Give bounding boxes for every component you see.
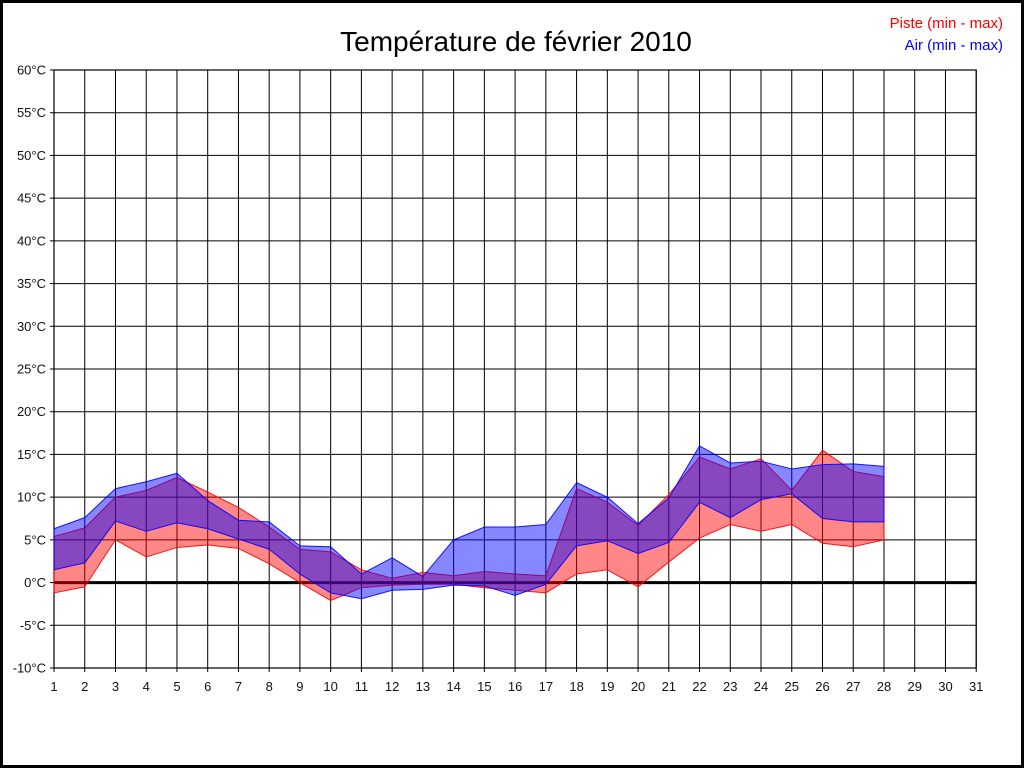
legend-item-air: Air (min - max) xyxy=(905,37,1003,54)
chart-title: Température de février 2010 xyxy=(340,26,692,57)
x-tick-label: 2 xyxy=(81,679,88,694)
x-tick-label: 9 xyxy=(296,679,303,694)
x-tick-label: 11 xyxy=(355,679,369,694)
y-tick-label: 60°C xyxy=(17,63,46,78)
y-tick-label: -5°C xyxy=(20,618,46,633)
x-tick-label: 16 xyxy=(508,679,522,694)
x-tick-label: 7 xyxy=(235,679,242,694)
x-tick-label: 31 xyxy=(969,679,983,694)
y-tick-label: -10°C xyxy=(13,661,46,676)
y-tick-label: 0°C xyxy=(24,575,46,590)
x-tick-label: 18 xyxy=(569,679,583,694)
x-tick-label: 10 xyxy=(323,679,337,694)
x-tick-label: 1 xyxy=(50,679,57,694)
x-tick-label: 30 xyxy=(938,679,952,694)
y-tick-label: 45°C xyxy=(17,191,46,206)
piste-band xyxy=(53,449,885,602)
y-tick-label: 5°C xyxy=(24,532,46,547)
x-tick-label: 23 xyxy=(723,679,737,694)
x-tick-label: 3 xyxy=(112,679,119,694)
y-tick-label: 55°C xyxy=(17,105,46,120)
x-tick-label: 27 xyxy=(846,679,860,694)
x-tick-label: 17 xyxy=(539,679,553,694)
y-tick-label: 30°C xyxy=(17,319,46,334)
y-tick-label: 10°C xyxy=(17,490,46,505)
x-tick-label: 13 xyxy=(416,679,430,694)
y-tick-label: 40°C xyxy=(17,233,46,248)
air-band xyxy=(53,445,885,600)
y-tick-label: 35°C xyxy=(17,276,46,291)
x-tick-label: 24 xyxy=(754,679,768,694)
x-tick-label: 22 xyxy=(692,679,706,694)
x-tick-label: 4 xyxy=(143,679,150,694)
y-tick-label: 25°C xyxy=(17,362,46,377)
x-tick-label: 29 xyxy=(907,679,921,694)
plot-border xyxy=(53,69,977,669)
x-tick-label: 25 xyxy=(785,679,799,694)
x-tick-label: 8 xyxy=(266,679,273,694)
x-tick-label: 20 xyxy=(631,679,645,694)
x-tick-label: 12 xyxy=(385,679,399,694)
legend-item-piste: Piste (min - max) xyxy=(890,15,1003,32)
x-tick-label: 6 xyxy=(204,679,211,694)
x-tick-label: 28 xyxy=(877,679,891,694)
x-tick-label: 14 xyxy=(446,679,460,694)
y-tick-label: 15°C xyxy=(17,447,46,462)
chart-generated-content: 1 2 3 4 5 6 7 8 9 10 11 12 13 14 15 16 17 18 19 20 21 22 23 24 2… xyxy=(13,63,984,695)
x-tick-label: 19 xyxy=(600,679,614,694)
x-tick-label: 21 xyxy=(662,679,676,694)
y-tick-label: 20°C xyxy=(17,404,46,419)
y-tick-label: 50°C xyxy=(17,148,46,163)
temperature-chart: 1 2 3 4 5 6 7 8 9 10 11 12 13 14 15 16 17 18 19 20 21 22 23 24 2… xyxy=(13,15,1003,695)
x-tick-label: 5 xyxy=(173,679,180,694)
x-tick-label: 15 xyxy=(477,679,491,694)
x-tick-label: 26 xyxy=(815,679,829,694)
